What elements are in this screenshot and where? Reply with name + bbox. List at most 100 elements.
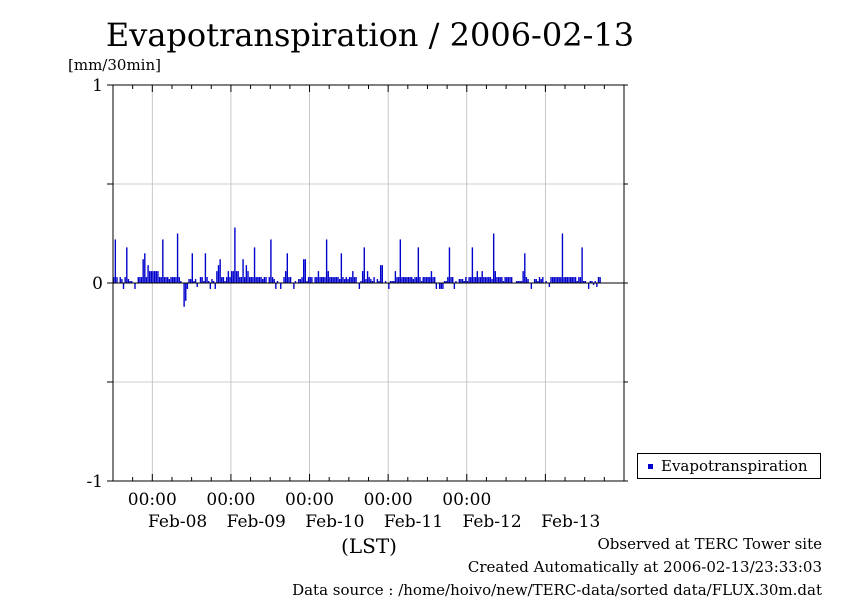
data-bar [463,281,465,283]
data-bar [411,277,413,283]
data-bar [370,279,372,283]
data-bar [284,271,287,283]
data-bar [368,277,370,283]
data-bar [401,277,403,283]
x-date-tick-label: Feb-13 [541,512,600,532]
data-bar [345,277,347,283]
data-bar [594,281,596,283]
data-bar [324,277,326,283]
data-bar [150,271,153,283]
data-bar [232,271,234,283]
data-bar [442,283,444,289]
data-bar [126,247,128,283]
y-tick-label: 1 [92,76,103,96]
data-bar [443,281,446,283]
data-bar [450,277,452,283]
data-bar [212,281,215,283]
data-bar [131,281,133,283]
data-bar [542,277,544,283]
data-bar [173,277,175,283]
y-axis-unit-label: [mm/30min] [68,56,161,74]
data-bar [244,277,246,283]
data-bar [545,281,547,283]
data-bar [234,227,236,283]
data-bar [533,279,536,283]
data-bar [265,277,267,283]
data-bar [453,283,456,289]
data-bar [176,233,179,283]
data-bar [158,277,161,283]
data-bar [476,271,478,283]
y-tick-label: -1 [86,472,103,492]
data-bar [379,265,382,283]
data-bar [525,277,528,283]
data-bar [227,271,230,283]
data-bar [335,277,338,283]
data-bar [515,281,518,283]
x-date-tick-label: Feb-08 [148,512,207,532]
data-bar [316,277,318,283]
data-bar [420,281,423,283]
data-bar [389,281,392,283]
data-bar [242,259,244,283]
data-bar [142,259,144,283]
data-bar [365,279,367,283]
created-note: Created Automatically at 2006-02-13/23:3… [467,558,822,576]
data-bar [527,279,529,283]
data-bar [563,277,565,283]
data-bar [247,271,249,283]
data-bar [201,277,203,283]
data-bar [419,277,421,283]
data-bar [145,277,148,283]
data-bar [139,277,141,283]
data-bar [509,277,511,283]
data-bar [360,281,362,283]
data-bar [371,281,374,283]
data-bar [253,247,256,283]
data-bar [540,279,542,283]
data-bar [376,279,379,283]
data-bar [434,277,436,283]
data-bar [399,239,402,283]
data-bar [298,279,300,283]
data-bar [337,277,339,283]
data-bar [229,277,231,283]
data-bar [288,277,290,283]
data-bar [393,281,395,283]
data-bar [553,277,555,283]
data-bar [237,271,239,283]
data-bar [147,265,149,283]
data-bar [468,277,470,283]
data-bar [163,277,166,283]
data-bar [114,239,117,283]
data-bar [124,277,126,283]
data-bar [322,277,325,283]
data-bar [219,259,221,283]
data-bar [301,277,303,283]
data-bar [330,277,333,283]
data-bar [484,277,487,283]
data-bar [522,271,524,283]
data-bar [486,277,488,283]
data-bar [488,277,490,283]
data-bar [211,279,213,283]
data-bar [276,281,279,283]
data-bar [530,283,533,289]
x-time-tick-label: 00:00 [364,490,413,510]
data-bar [321,277,323,283]
data-bar [427,277,429,283]
data-bar [494,271,497,283]
data-bar [499,277,501,283]
data-bar [263,277,266,283]
data-bar [573,277,575,283]
data-bar [332,277,334,283]
x-date-tick-label: Feb-12 [462,512,521,532]
data-bar [483,277,485,283]
data-bar [391,281,393,283]
data-bar [519,281,521,283]
data-bar [178,277,180,283]
data-bar [193,281,195,283]
data-bar [581,247,583,283]
data-bar [535,279,537,283]
data-bar [183,283,185,307]
